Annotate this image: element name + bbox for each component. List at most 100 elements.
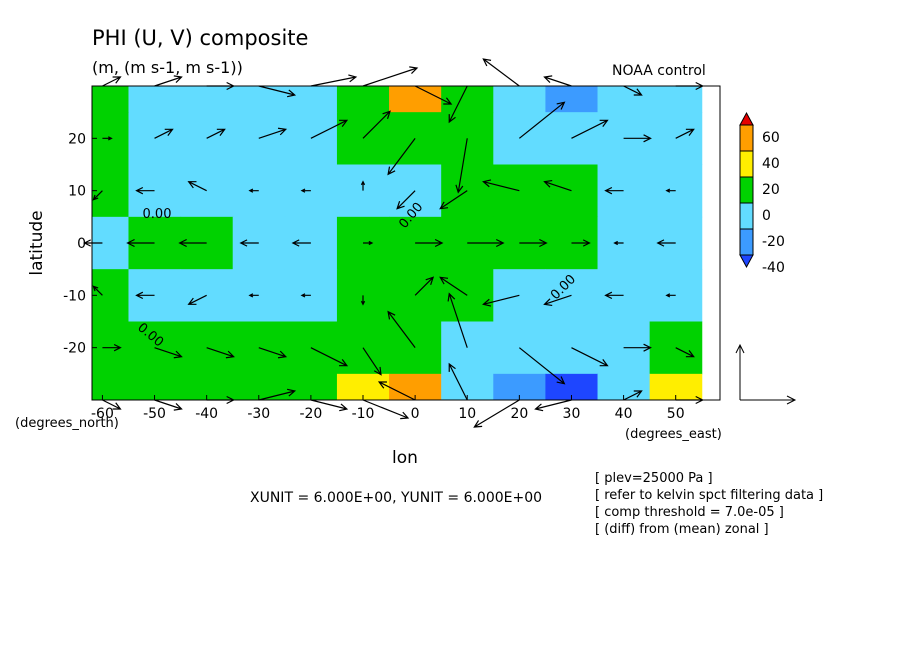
wind-vector	[135, 186, 155, 195]
wind-vector	[543, 75, 572, 87]
field-cell	[336, 164, 390, 218]
wind-vector	[102, 76, 122, 87]
contour-label: 0.00	[143, 207, 172, 222]
wind-vector	[258, 127, 288, 139]
wind-vector	[258, 85, 297, 98]
wind-vector	[92, 190, 103, 201]
colorbar-label: 40	[762, 156, 780, 172]
x-tick-label: -20	[299, 406, 322, 422]
wind-vector	[675, 347, 695, 358]
note: [ comp threshold = 7.0e-05 ]	[595, 505, 784, 520]
wind-vector	[248, 188, 259, 193]
wind-vector	[571, 119, 609, 139]
colorbar-box	[739, 176, 754, 204]
colorbar-top	[739, 111, 754, 126]
wind-vector	[387, 310, 416, 349]
wind-vector	[448, 85, 468, 124]
wind-vector	[518, 347, 566, 385]
wind-vector	[258, 347, 288, 359]
wind-vector	[447, 292, 468, 348]
wind-vector	[604, 186, 624, 195]
x-tick-label: -50	[143, 406, 166, 422]
wind-vector	[154, 347, 183, 359]
wind-vector	[362, 347, 382, 376]
vector-units: XUNIT = 6.000E+00, YUNIT = 6.000E+00	[250, 490, 542, 506]
x-tick-label: -60	[91, 406, 114, 422]
colorbar-box	[739, 228, 754, 256]
wind-vector	[187, 181, 207, 192]
field-cell	[649, 269, 703, 322]
colorbar-label: 0	[762, 208, 771, 224]
field-cell	[545, 164, 599, 218]
field-cell	[389, 321, 442, 375]
field	[92, 86, 703, 400]
vectors	[83, 58, 705, 428]
wind-vector	[206, 347, 235, 359]
field-cell	[545, 86, 599, 113]
wind-vector	[439, 276, 468, 296]
wind-vector	[448, 362, 468, 401]
wind-vector	[414, 85, 453, 105]
wind-vector	[623, 134, 652, 143]
wind-vector	[482, 58, 520, 87]
x-tick-label: 10	[458, 406, 476, 422]
x-axis-label: lon	[392, 448, 418, 468]
wind-vector	[126, 238, 155, 248]
wind-vector	[291, 239, 311, 247]
wind-vector	[396, 190, 416, 210]
colorbar-box	[739, 202, 754, 230]
field-cell	[649, 86, 703, 113]
field-cell	[649, 164, 703, 218]
field-cell	[389, 86, 442, 113]
wind-vector	[239, 239, 259, 247]
field-cell	[128, 86, 182, 113]
x-tick-label: 40	[615, 406, 633, 422]
colorbar-box	[739, 124, 754, 152]
y-tick-label: 10	[68, 184, 86, 200]
wind-vector	[415, 238, 444, 248]
wind-vector	[613, 240, 624, 246]
colorbar-label: -40	[762, 260, 785, 276]
colorbar-bottom	[739, 254, 754, 269]
wind-vector	[360, 180, 366, 191]
field-cell	[284, 86, 338, 113]
colorbar-label: 60	[762, 130, 780, 146]
field-cell	[493, 269, 546, 322]
field-cell	[232, 164, 286, 218]
wind-vector	[154, 128, 174, 139]
wind-vector	[482, 294, 520, 307]
wind-vector	[360, 295, 366, 306]
chart-title: PHI (U, V) composite	[92, 26, 308, 50]
chart-subtitle: (m, (m s-1, m s-1))	[92, 58, 243, 77]
field-cell	[493, 164, 546, 218]
wind-vector	[206, 128, 226, 139]
wind-vector	[571, 239, 591, 247]
field-cell	[284, 164, 338, 218]
colorbar-label: 20	[762, 182, 780, 198]
x-tick-label: -30	[247, 406, 270, 422]
wind-vector	[377, 381, 416, 401]
x-tick-label: -40	[195, 406, 218, 422]
experiment-label: NOAA control	[612, 63, 706, 79]
wind-vector	[362, 110, 391, 139]
field-cell	[180, 164, 234, 218]
field-cell	[92, 86, 129, 113]
y-units: (degrees_north)	[15, 416, 119, 431]
wind-vector	[656, 239, 676, 247]
x-tick-label: 30	[563, 406, 581, 422]
wind-vector	[675, 128, 695, 139]
y-tick-label: 20	[68, 131, 86, 147]
wind-vector	[362, 399, 410, 420]
field-cell	[441, 86, 494, 113]
wind-vector	[102, 399, 122, 410]
wind-vector	[178, 238, 207, 248]
wind-vector	[543, 179, 572, 192]
wind-vector	[623, 390, 643, 401]
wind-vector	[455, 138, 468, 194]
wind-vector	[519, 238, 548, 248]
wind-vector	[187, 294, 207, 305]
wind-vector	[258, 388, 297, 401]
wind-vector	[310, 347, 349, 367]
wind-vector	[362, 66, 419, 87]
wind-vector	[467, 238, 505, 248]
